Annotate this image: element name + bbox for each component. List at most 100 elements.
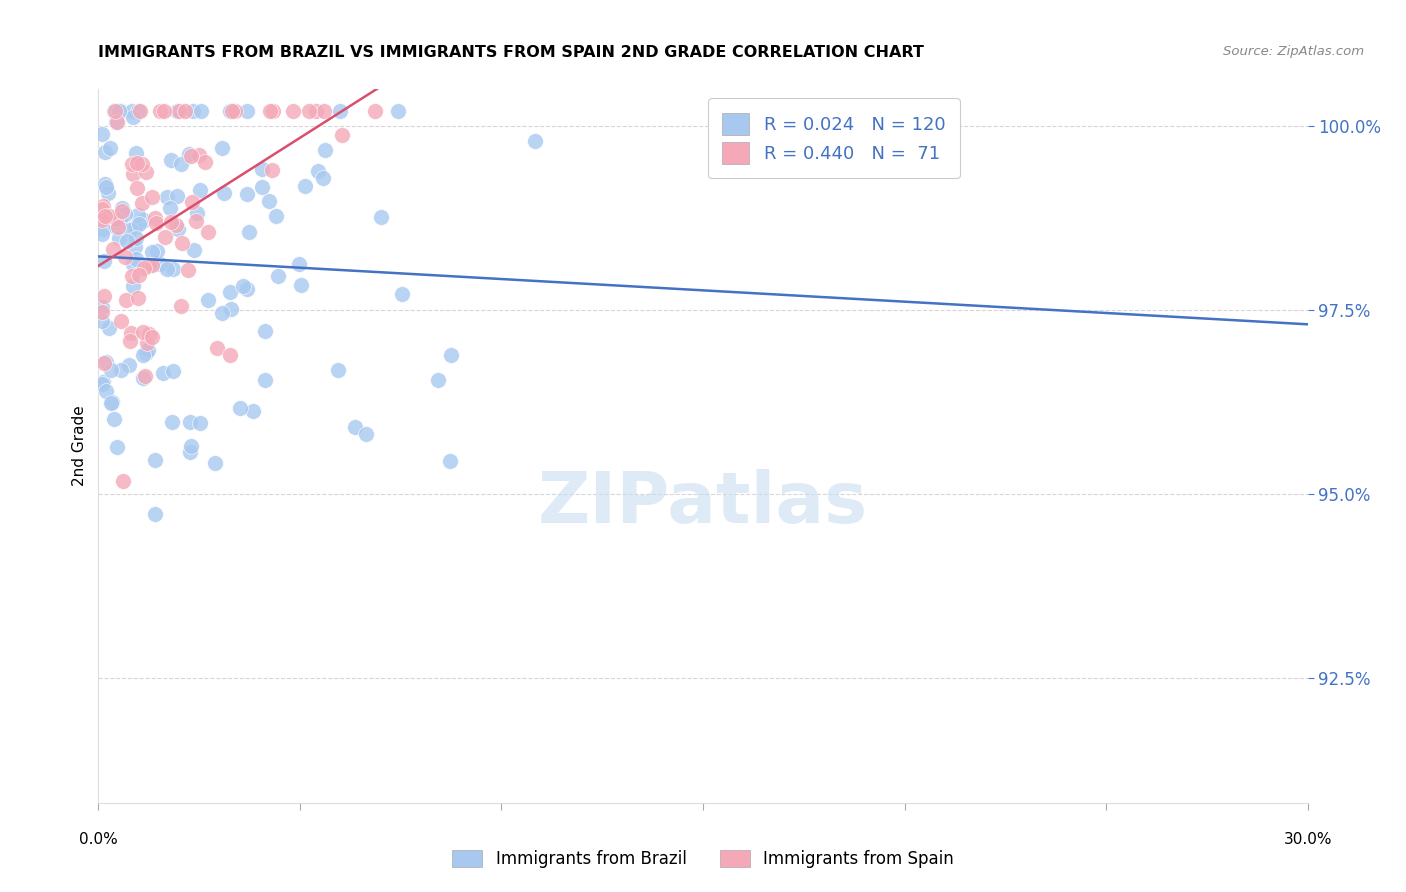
Point <box>121 104 143 119</box>
Point <box>146 244 169 258</box>
Point <box>253 373 276 387</box>
Point <box>219 104 242 119</box>
Point <box>91 314 114 328</box>
Point <box>136 343 159 358</box>
Point <box>156 189 179 203</box>
Point <box>121 157 143 171</box>
Point <box>124 240 146 254</box>
Point <box>125 252 148 266</box>
Point <box>165 218 187 232</box>
Point <box>141 190 163 204</box>
Point <box>108 104 131 119</box>
Point <box>132 371 155 385</box>
Point <box>91 305 114 319</box>
Point <box>177 146 200 161</box>
Point <box>97 321 120 335</box>
Point <box>232 279 254 293</box>
Point <box>100 362 122 376</box>
Point <box>427 373 450 387</box>
Point <box>328 363 350 377</box>
Point <box>229 401 252 415</box>
Text: IMMIGRANTS FROM BRAZIL VS IMMIGRANTS FROM SPAIN 2ND GRADE CORRELATION CHART: IMMIGRANTS FROM BRAZIL VS IMMIGRANTS FRO… <box>98 45 924 60</box>
Y-axis label: 2nd Grade: 2nd Grade <box>72 406 87 486</box>
Point <box>252 180 274 194</box>
Point <box>290 278 312 293</box>
Point <box>94 210 117 224</box>
Point <box>104 215 127 229</box>
Point <box>257 194 280 208</box>
Point <box>186 214 208 228</box>
Point <box>132 325 155 339</box>
Point <box>138 258 160 272</box>
Point <box>103 104 125 119</box>
Point <box>160 215 183 229</box>
Point <box>111 201 134 215</box>
Point <box>93 288 115 302</box>
Point <box>177 262 200 277</box>
Point <box>214 186 236 201</box>
Point <box>238 225 260 239</box>
Point <box>262 104 284 119</box>
Legend: Immigrants from Brazil, Immigrants from Spain: Immigrants from Brazil, Immigrants from … <box>446 843 960 875</box>
Point <box>170 157 193 171</box>
Point <box>120 223 142 237</box>
Point <box>391 286 413 301</box>
Point <box>134 368 156 383</box>
Point <box>111 203 134 218</box>
Point <box>93 356 115 370</box>
Point <box>105 115 128 129</box>
Point <box>91 227 114 241</box>
Point <box>121 268 143 283</box>
Point <box>439 454 461 468</box>
Point <box>188 183 211 197</box>
Point <box>134 213 156 227</box>
Point <box>294 178 316 193</box>
Point <box>96 354 118 368</box>
Point <box>100 396 122 410</box>
Point <box>250 161 273 176</box>
Point <box>134 261 156 276</box>
Point <box>162 415 184 429</box>
Point <box>236 104 259 119</box>
Point <box>236 282 259 296</box>
Point <box>387 104 409 119</box>
Point <box>267 269 290 284</box>
Text: ZIPatlas: ZIPatlas <box>538 468 868 538</box>
Point <box>107 219 129 234</box>
Point <box>354 427 377 442</box>
Point <box>186 206 208 220</box>
Point <box>183 244 205 258</box>
Point <box>104 104 127 119</box>
Point <box>149 257 172 271</box>
Point <box>141 258 163 272</box>
Point <box>314 104 336 119</box>
Point <box>91 376 114 390</box>
Point <box>314 143 336 157</box>
Point <box>180 195 202 210</box>
Point <box>264 210 287 224</box>
Point <box>114 293 136 307</box>
Point <box>103 412 125 426</box>
Point <box>170 235 193 250</box>
Point <box>344 420 367 434</box>
Point <box>145 507 167 521</box>
Point <box>440 347 463 361</box>
Point <box>107 104 129 119</box>
Point <box>110 215 132 229</box>
Point <box>94 145 117 160</box>
Point <box>312 170 335 185</box>
Point <box>236 186 259 201</box>
Point <box>131 157 153 171</box>
Point <box>329 104 352 119</box>
Point <box>156 262 179 277</box>
Point <box>125 230 148 244</box>
Point <box>179 445 201 459</box>
Point <box>281 104 304 119</box>
Point <box>107 114 129 128</box>
Point <box>224 104 246 119</box>
Point <box>122 279 145 293</box>
Point <box>114 250 136 264</box>
Text: Source: ZipAtlas.com: Source: ZipAtlas.com <box>1223 45 1364 58</box>
Point <box>162 364 184 378</box>
Point <box>211 306 233 320</box>
